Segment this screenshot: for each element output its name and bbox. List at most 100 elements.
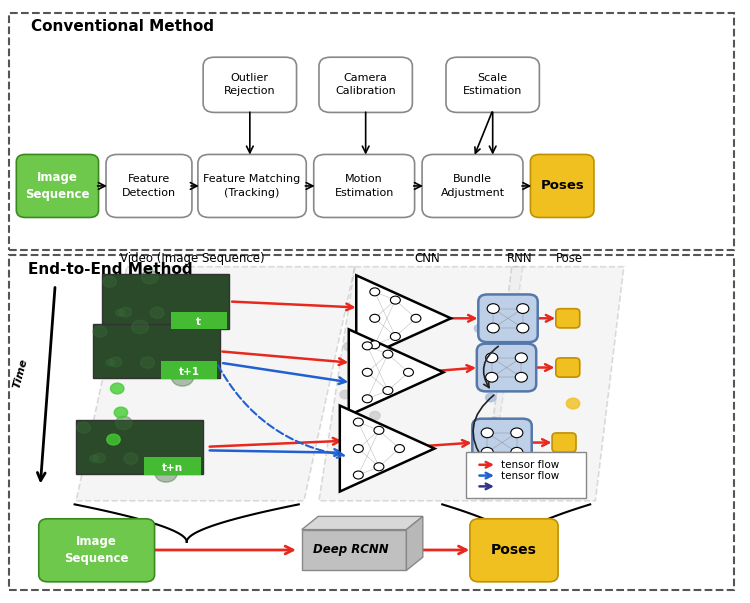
Circle shape bbox=[176, 318, 180, 321]
Polygon shape bbox=[302, 516, 423, 529]
Circle shape bbox=[374, 463, 384, 471]
Circle shape bbox=[383, 350, 393, 358]
Circle shape bbox=[475, 324, 484, 333]
FancyBboxPatch shape bbox=[466, 452, 586, 498]
Circle shape bbox=[150, 464, 154, 467]
FancyBboxPatch shape bbox=[477, 344, 536, 391]
Circle shape bbox=[94, 453, 106, 463]
Circle shape bbox=[106, 359, 115, 366]
Circle shape bbox=[353, 444, 363, 452]
Text: Feature Matching
(Tracking): Feature Matching (Tracking) bbox=[203, 174, 301, 198]
Circle shape bbox=[106, 434, 120, 445]
FancyBboxPatch shape bbox=[161, 361, 218, 379]
FancyBboxPatch shape bbox=[9, 254, 734, 590]
Text: Poses: Poses bbox=[491, 543, 537, 557]
Polygon shape bbox=[483, 267, 624, 500]
FancyBboxPatch shape bbox=[446, 57, 539, 112]
Text: Bundle
Adjustment: Bundle Adjustment bbox=[440, 174, 505, 198]
FancyBboxPatch shape bbox=[198, 154, 306, 218]
Circle shape bbox=[196, 365, 200, 368]
Circle shape bbox=[383, 387, 393, 394]
Text: tensor flow: tensor flow bbox=[500, 459, 559, 470]
Circle shape bbox=[486, 353, 498, 362]
Circle shape bbox=[485, 393, 496, 402]
Circle shape bbox=[566, 398, 580, 409]
Text: t+n: t+n bbox=[162, 463, 183, 473]
Circle shape bbox=[517, 323, 529, 333]
Circle shape bbox=[116, 309, 124, 316]
Text: t: t bbox=[196, 317, 201, 327]
Text: Pose: Pose bbox=[556, 252, 583, 265]
Text: tensor flow: tensor flow bbox=[500, 470, 559, 481]
Circle shape bbox=[140, 357, 154, 368]
FancyBboxPatch shape bbox=[102, 274, 230, 329]
FancyBboxPatch shape bbox=[552, 433, 576, 452]
FancyBboxPatch shape bbox=[556, 309, 580, 328]
Text: Outlier
Rejection: Outlier Rejection bbox=[224, 73, 276, 96]
Circle shape bbox=[103, 276, 116, 287]
Circle shape bbox=[370, 314, 380, 322]
Text: Image
Sequence: Image Sequence bbox=[26, 171, 90, 201]
Circle shape bbox=[482, 428, 494, 438]
Circle shape bbox=[110, 357, 122, 367]
Circle shape bbox=[370, 341, 380, 349]
Polygon shape bbox=[319, 267, 523, 500]
Circle shape bbox=[517, 304, 529, 314]
FancyBboxPatch shape bbox=[302, 529, 406, 570]
FancyBboxPatch shape bbox=[530, 154, 594, 218]
Circle shape bbox=[362, 395, 372, 403]
FancyBboxPatch shape bbox=[470, 519, 558, 582]
FancyBboxPatch shape bbox=[422, 154, 523, 218]
Text: Time: Time bbox=[12, 358, 29, 390]
FancyBboxPatch shape bbox=[92, 324, 220, 378]
FancyBboxPatch shape bbox=[203, 57, 296, 112]
FancyBboxPatch shape bbox=[472, 418, 532, 466]
Circle shape bbox=[394, 444, 404, 452]
Text: Deep RCNN: Deep RCNN bbox=[314, 543, 389, 557]
Circle shape bbox=[119, 308, 131, 317]
Circle shape bbox=[150, 307, 164, 318]
Circle shape bbox=[482, 447, 494, 457]
Circle shape bbox=[76, 422, 90, 433]
Circle shape bbox=[478, 372, 488, 380]
Circle shape bbox=[411, 314, 421, 322]
Circle shape bbox=[132, 320, 148, 333]
Text: Conventional Method: Conventional Method bbox=[32, 19, 214, 34]
Circle shape bbox=[93, 326, 106, 337]
Polygon shape bbox=[356, 276, 451, 361]
Circle shape bbox=[482, 349, 492, 357]
Circle shape bbox=[515, 373, 527, 382]
Polygon shape bbox=[406, 516, 423, 570]
Circle shape bbox=[391, 296, 400, 304]
Circle shape bbox=[489, 417, 500, 426]
Circle shape bbox=[180, 461, 184, 464]
Circle shape bbox=[374, 426, 384, 434]
Circle shape bbox=[488, 304, 500, 314]
Circle shape bbox=[362, 342, 372, 350]
Circle shape bbox=[366, 387, 376, 396]
Circle shape bbox=[172, 368, 194, 386]
Circle shape bbox=[142, 270, 158, 284]
Text: t+1: t+1 bbox=[178, 367, 200, 377]
Circle shape bbox=[370, 288, 380, 296]
Text: Motion
Estimation: Motion Estimation bbox=[334, 174, 394, 198]
Polygon shape bbox=[349, 329, 443, 415]
Circle shape bbox=[344, 343, 354, 351]
FancyBboxPatch shape bbox=[171, 312, 227, 329]
FancyBboxPatch shape bbox=[314, 154, 415, 218]
Text: Poses: Poses bbox=[540, 180, 584, 192]
Polygon shape bbox=[76, 267, 355, 500]
Circle shape bbox=[351, 367, 361, 374]
Text: Camera
Calibration: Camera Calibration bbox=[335, 73, 396, 96]
FancyBboxPatch shape bbox=[76, 420, 203, 475]
Circle shape bbox=[155, 464, 177, 482]
FancyBboxPatch shape bbox=[39, 519, 154, 582]
FancyBboxPatch shape bbox=[319, 57, 413, 112]
Text: End-to-End Method: End-to-End Method bbox=[28, 262, 192, 277]
Circle shape bbox=[124, 453, 138, 464]
Circle shape bbox=[566, 359, 580, 370]
Circle shape bbox=[511, 447, 523, 457]
FancyBboxPatch shape bbox=[145, 458, 201, 475]
Polygon shape bbox=[340, 406, 434, 491]
Text: Scale
Estimation: Scale Estimation bbox=[463, 73, 522, 96]
